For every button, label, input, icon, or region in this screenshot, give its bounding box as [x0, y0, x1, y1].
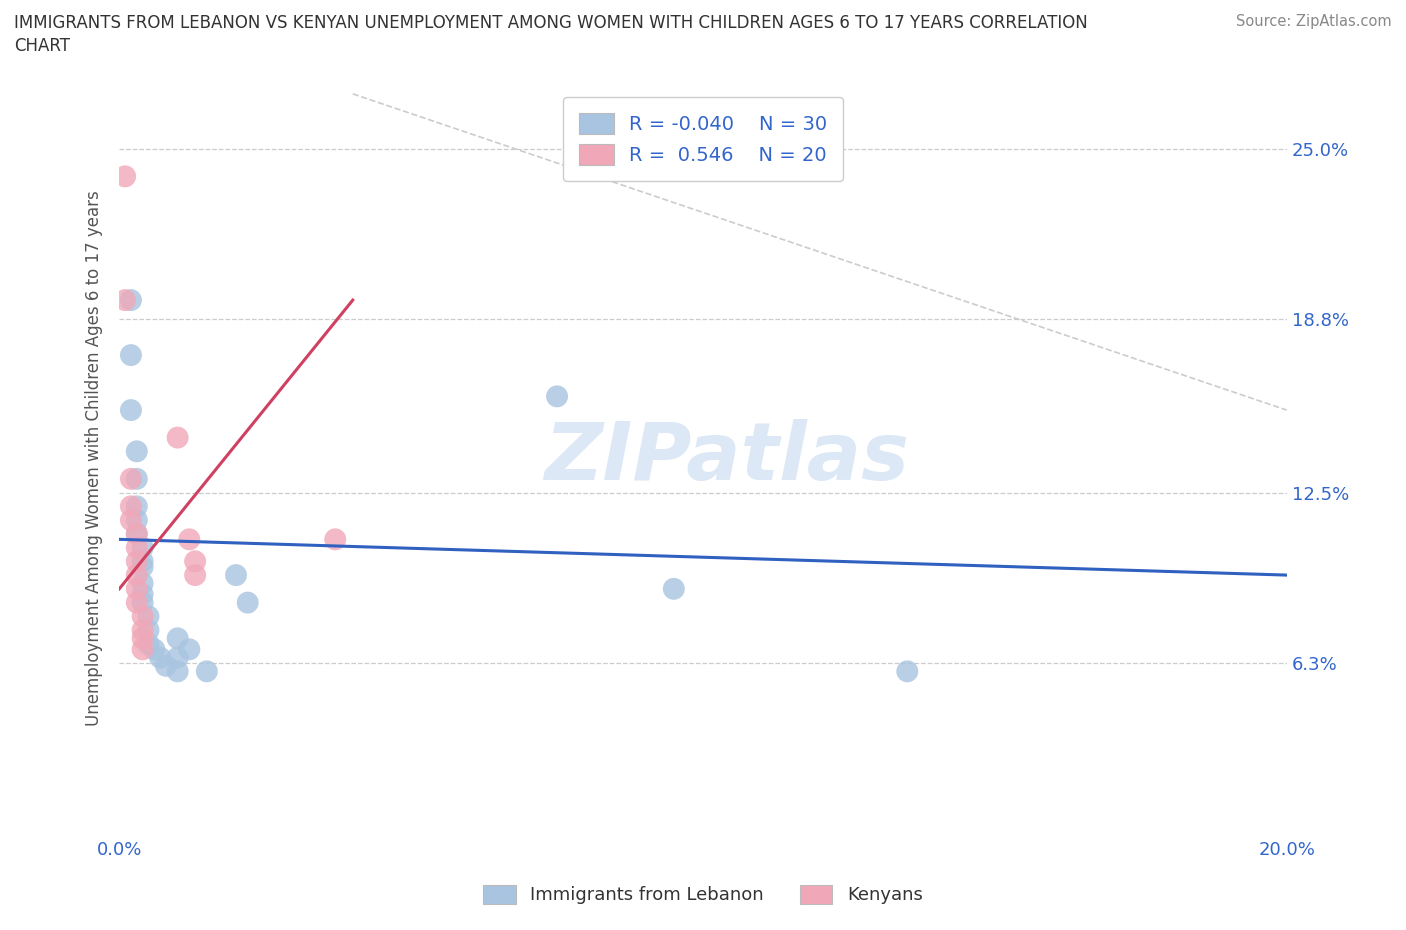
Point: [125, 498, 148, 513]
Point: [131, 623, 153, 638]
Point: [114, 293, 136, 308]
Point: [166, 664, 188, 679]
Point: [125, 554, 148, 569]
Point: [195, 664, 218, 679]
Legend: R = -0.040    N = 30, R =  0.546    N = 20: R = -0.040 N = 30, R = 0.546 N = 20: [562, 98, 842, 180]
Text: ZIPatlas: ZIPatlas: [544, 419, 908, 498]
Text: CHART: CHART: [14, 37, 70, 55]
Y-axis label: Unemployment Among Women with Children Ages 6 to 17 years: Unemployment Among Women with Children A…: [86, 191, 103, 726]
Point: [120, 403, 142, 418]
Point: [131, 576, 153, 591]
Point: [125, 581, 148, 596]
Point: [166, 431, 188, 445]
Point: [138, 623, 160, 638]
Point: [131, 595, 153, 610]
Point: [184, 554, 207, 569]
Point: [131, 631, 153, 645]
Point: [166, 650, 188, 665]
Point: [131, 540, 153, 555]
Point: [120, 498, 142, 513]
Point: [896, 664, 918, 679]
Point: [149, 650, 172, 665]
Point: [125, 595, 148, 610]
Point: [179, 642, 201, 657]
Point: [125, 444, 148, 458]
Point: [125, 526, 148, 541]
Point: [138, 609, 160, 624]
Point: [131, 560, 153, 575]
Point: [662, 581, 685, 596]
Point: [225, 567, 247, 582]
Point: [184, 567, 207, 582]
Point: [143, 642, 166, 657]
Point: [125, 472, 148, 486]
Point: [236, 595, 259, 610]
Point: [120, 472, 142, 486]
Point: [120, 348, 142, 363]
Point: [179, 532, 201, 547]
Point: [323, 532, 346, 547]
Point: [131, 642, 153, 657]
Text: Source: ZipAtlas.com: Source: ZipAtlas.com: [1236, 14, 1392, 29]
Text: IMMIGRANTS FROM LEBANON VS KENYAN UNEMPLOYMENT AMONG WOMEN WITH CHILDREN AGES 6 : IMMIGRANTS FROM LEBANON VS KENYAN UNEMPL…: [14, 14, 1088, 32]
Legend: Immigrants from Lebanon, Kenyans: Immigrants from Lebanon, Kenyans: [477, 877, 929, 911]
Point: [166, 631, 188, 645]
Point: [138, 636, 160, 651]
Point: [125, 526, 148, 541]
Point: [125, 567, 148, 582]
Point: [131, 587, 153, 602]
Point: [120, 293, 142, 308]
Point: [125, 540, 148, 555]
Point: [131, 554, 153, 569]
Point: [546, 389, 568, 404]
Point: [131, 609, 153, 624]
Point: [125, 512, 148, 527]
Point: [155, 658, 177, 673]
Point: [114, 169, 136, 184]
Point: [120, 512, 142, 527]
